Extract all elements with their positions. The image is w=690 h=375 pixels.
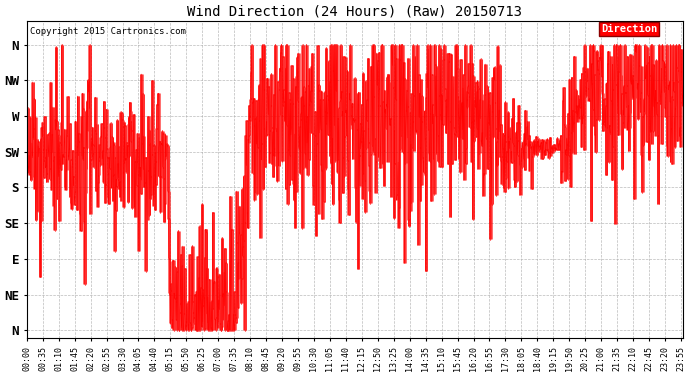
Title: Wind Direction (24 Hours) (Raw) 20150713: Wind Direction (24 Hours) (Raw) 20150713 [188,4,522,18]
Text: Copyright 2015 Cartronics.com: Copyright 2015 Cartronics.com [30,27,186,36]
Text: Direction: Direction [601,24,658,34]
